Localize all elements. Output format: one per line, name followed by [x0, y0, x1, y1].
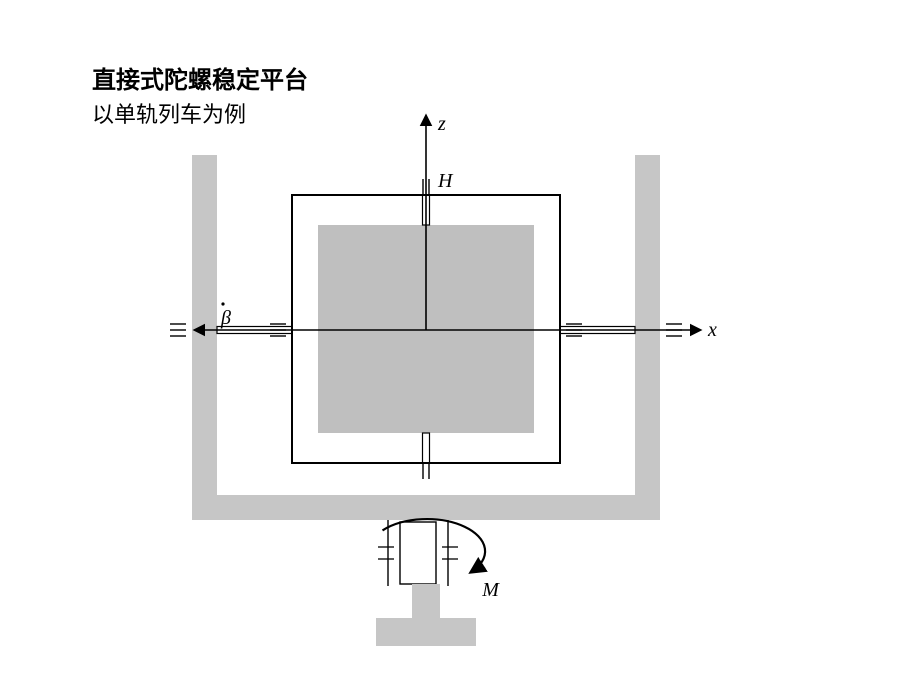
moment-arc	[383, 519, 486, 572]
label-M: M	[481, 579, 500, 601]
wheel-base	[376, 618, 476, 646]
label-z: z	[437, 113, 446, 135]
wheel-post	[412, 584, 440, 618]
stub-bot-inner	[423, 433, 430, 463]
wheel-block	[400, 522, 436, 584]
beta-dot-mark	[221, 302, 224, 305]
gyro-diagram: z Hx β M	[0, 0, 920, 690]
label-H: H	[437, 170, 454, 192]
label-beta-dot: β	[220, 307, 231, 329]
label-x: x	[707, 319, 717, 341]
